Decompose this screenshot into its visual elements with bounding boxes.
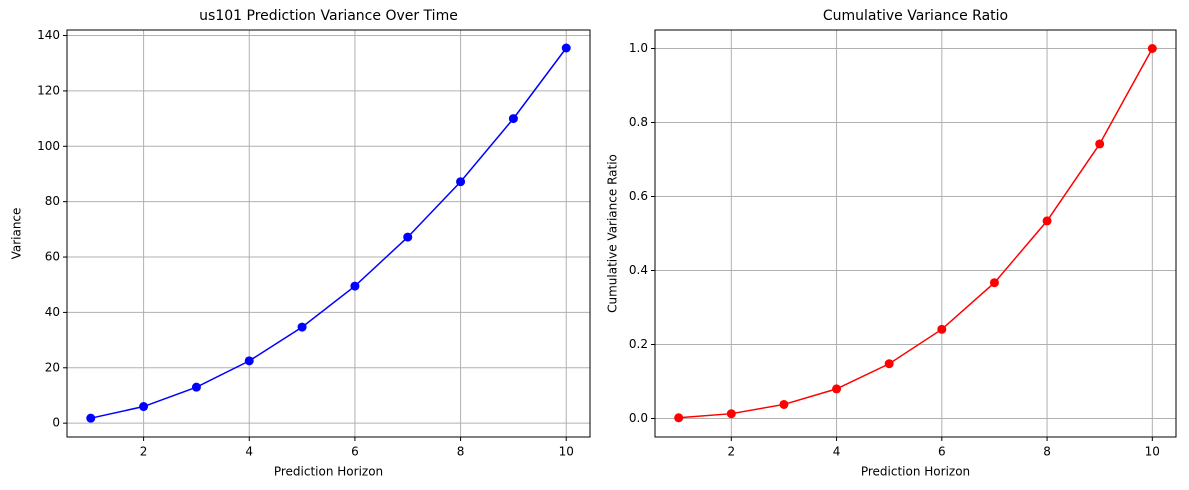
x-tick-label: 2 <box>140 445 148 459</box>
y-tick-label: 0.8 <box>629 115 648 129</box>
y-tick-label: 0.6 <box>629 189 648 203</box>
data-point <box>508 114 518 124</box>
data-point <box>726 409 736 419</box>
x-tick-label: 8 <box>1043 445 1051 459</box>
x-axis-label: Prediction Horizon <box>274 465 383 479</box>
y-axis-label: Cumulative Variance Ratio <box>606 154 620 313</box>
y-tick-label: 0.2 <box>629 337 648 351</box>
data-point <box>937 324 947 334</box>
data-point <box>674 413 684 423</box>
data-point <box>884 359 894 369</box>
x-tick-label: 8 <box>457 445 465 459</box>
data-point <box>456 177 466 187</box>
x-tick-label: 10 <box>559 445 574 459</box>
y-tick-label: 0 <box>52 416 60 430</box>
data-point <box>86 413 96 423</box>
chart-title: Cumulative Variance Ratio <box>823 8 1008 24</box>
y-tick-label: 40 <box>45 305 60 319</box>
y-tick-label: 0.0 <box>629 411 648 425</box>
data-point <box>1042 216 1052 226</box>
y-tick-label: 1.0 <box>629 41 648 55</box>
data-line <box>678 48 1153 419</box>
subplot: 2 4 6 8 10 0.0 0.2 0.4 0.6 0.8 1.0 Cumulative Varia… <box>606 8 1177 479</box>
plot-frame <box>654 29 1177 438</box>
x-tick-label: 4 <box>245 445 253 459</box>
data-point <box>403 232 413 242</box>
chart-title: us101 Prediction Variance Over Time <box>199 8 458 24</box>
y-tick-label: 60 <box>45 250 60 264</box>
x-tick-label: 6 <box>351 445 359 459</box>
x-tick-label: 2 <box>727 445 735 459</box>
data-point <box>779 399 789 409</box>
x-tick-label: 6 <box>938 445 946 459</box>
y-tick-label: 120 <box>37 83 60 97</box>
y-tick-label: 20 <box>45 360 60 374</box>
x-tick-label: 10 <box>1145 445 1160 459</box>
y-tick-label: 100 <box>37 139 60 153</box>
y-axis-label: Variance <box>10 208 24 260</box>
data-point <box>561 43 571 53</box>
data-point <box>297 322 307 332</box>
data-point <box>989 278 999 288</box>
data-point <box>1147 44 1157 53</box>
x-axis-label: Prediction Horizon <box>861 465 970 479</box>
data-point <box>832 384 842 394</box>
y-tick-label: 140 <box>37 28 60 42</box>
data-point <box>244 356 254 366</box>
data-point <box>350 281 360 291</box>
x-tick-label: 4 <box>833 445 841 459</box>
plot-frame <box>66 29 591 438</box>
data-line <box>90 47 567 419</box>
data-point <box>191 382 201 392</box>
data-point <box>139 402 149 412</box>
y-tick-label: 80 <box>45 194 60 208</box>
y-tick-label: 0.4 <box>629 263 648 277</box>
data-point <box>1095 139 1105 149</box>
